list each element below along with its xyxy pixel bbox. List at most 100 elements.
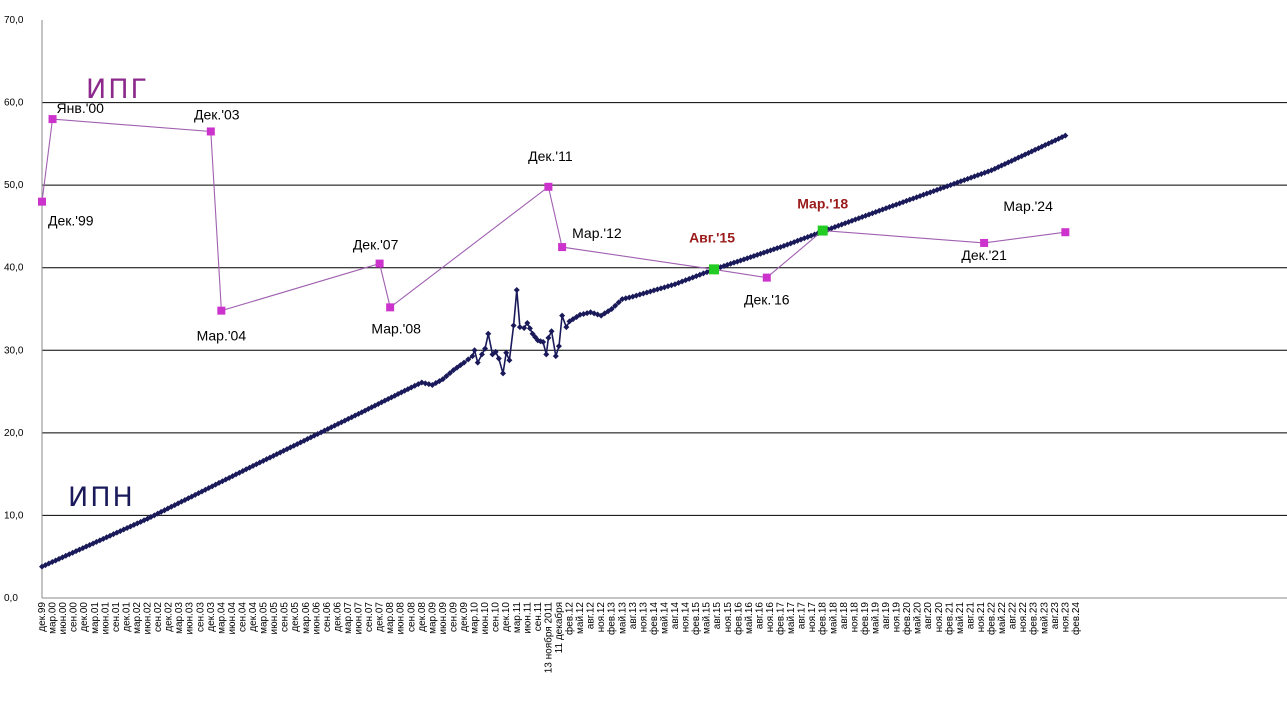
series-point-ipn [485, 330, 492, 337]
x-tick-label: июн.11 [522, 602, 533, 634]
series-point-ipg [558, 243, 567, 252]
x-tick-label: сен.02 [153, 602, 164, 632]
x-tick-label: авг.21 [965, 602, 976, 630]
data-label: Янв.'00 [57, 100, 105, 116]
x-tick-label: фев.18 [817, 602, 829, 635]
series-point-ipg [1061, 228, 1070, 237]
series-point-ipn [503, 349, 510, 356]
y-tick-label: 60,0 [4, 98, 24, 109]
x-tick-label: дек.10 [501, 602, 512, 632]
series-point-ipn [465, 356, 472, 363]
x-tick-label: дек.03 [206, 602, 217, 632]
y-tick-label: 40,0 [4, 263, 24, 274]
series-point-ipn [552, 353, 559, 360]
x-tick-label: мар.11 [512, 602, 523, 634]
series-point-ipn [443, 373, 450, 380]
series-point-ipn [492, 348, 499, 355]
x-tick-label: авг.23 [1050, 602, 1061, 630]
y-tick-label: 50,0 [4, 180, 24, 191]
x-tick-label: авг.22 [1008, 602, 1019, 630]
x-tick-label: фев.22 [986, 602, 998, 635]
x-tick-label: ноя.16 [765, 602, 776, 633]
x-tick-label: дек.99 [37, 602, 48, 632]
series-point-ipn [608, 306, 615, 312]
series-point-ipn [526, 325, 533, 332]
series-point-ipn [555, 343, 562, 350]
x-tick-label: ноя.20 [934, 602, 945, 633]
x-tick-label: сен.05 [280, 602, 291, 632]
x-tick-label: ноя.19 [892, 602, 903, 633]
x-tick-label: июн.06 [311, 602, 322, 635]
x-tick-label: фев.21 [943, 602, 955, 635]
data-label: Мар.'08 [371, 320, 421, 336]
x-tick-label: май.13 [617, 602, 628, 634]
x-tick-label: май.12 [575, 602, 586, 634]
data-label: Мар.'24 [1003, 198, 1053, 214]
series-point-ipn [510, 322, 517, 329]
series-point-ipn [59, 554, 66, 561]
x-tick-label: июн.08 [396, 602, 407, 635]
x-tick-label: ноя.18 [849, 602, 860, 633]
series-point-ipg [980, 238, 989, 247]
x-tick-label: июн.09 [438, 602, 449, 635]
x-tick-label: май.21 [955, 602, 966, 634]
x-tick-label: сен.11 [533, 602, 544, 632]
series-point-ipg-highlight [817, 225, 828, 236]
series-point-ipg [48, 115, 57, 124]
x-tick-label: дек.07 [375, 602, 386, 632]
x-tick-label: июн.03 [185, 602, 196, 635]
x-tick-label: июн.07 [354, 602, 365, 635]
x-tick-label: май.23 [1039, 602, 1050, 634]
series-point-ipn [615, 299, 622, 306]
x-tick-label: июн.02 [143, 602, 154, 635]
series-point-ipg [544, 182, 553, 191]
data-label: Мар.'12 [572, 225, 622, 241]
x-tick-label: фев.20 [901, 602, 913, 635]
x-tick-label: мар.02 [132, 602, 143, 634]
x-tick-label: фев.15 [690, 602, 702, 635]
x-tick-label: авг.15 [712, 602, 723, 630]
x-tick-label: фев.16 [732, 602, 744, 635]
x-tick-label: ноя.21 [976, 602, 987, 633]
data-label: Мар.'04 [197, 328, 247, 344]
x-tick-label: сен.08 [406, 602, 417, 632]
series-point-ipn [495, 355, 502, 362]
x-tick-label: май.22 [997, 602, 1008, 634]
x-tick-label: май.17 [786, 602, 797, 634]
x-tick-label: авг.20 [923, 602, 934, 630]
x-tick-label: дек.04 [248, 602, 259, 632]
series-point-ipn [543, 351, 550, 358]
x-tick-label: сен.03 [195, 602, 206, 632]
series-point-ipn [540, 339, 547, 346]
data-label: Дек.'16 [744, 292, 790, 308]
series-point-ipn [563, 324, 570, 331]
x-tick-label: май.18 [828, 602, 839, 634]
series-point-ipg [206, 127, 215, 136]
series-point-ipg [762, 273, 771, 282]
series-label-ipg: ИПГ [86, 74, 149, 105]
series-point-ipn [524, 320, 531, 327]
x-tick-label: дек.02 [164, 602, 175, 632]
series-point-ipn [478, 351, 485, 358]
data-label: Дек.'07 [353, 237, 399, 253]
series-point-ipn [471, 347, 478, 354]
series-point-ipn [548, 328, 555, 335]
x-tick-label: дек.00 [79, 602, 90, 632]
x-tick-label: фев.14 [648, 602, 660, 635]
x-tick-label: сен.00 [69, 602, 80, 632]
x-tick-label: дек.06 [332, 602, 343, 632]
x-tick-label: мар.03 [174, 602, 185, 634]
x-tick-label: дек.05 [290, 602, 301, 632]
x-tick-label: ноя.12 [596, 602, 607, 633]
x-tick-label: фев.23 [1028, 602, 1040, 635]
series-point-ipn [521, 324, 528, 331]
x-tick-label: фев.19 [859, 602, 871, 635]
x-tick-label: сен.10 [491, 602, 502, 632]
series-point-ipg [375, 259, 384, 268]
x-tick-label: май.14 [659, 602, 670, 634]
x-tick-label: ноя.13 [638, 602, 649, 633]
series-point-ipn [545, 334, 552, 341]
x-tick-label: сен.07 [364, 602, 375, 632]
x-axis-ticks: дек.99 мар.00 июн.00 сен.00 дек.00 мар.01 июн.… [37, 602, 1082, 674]
data-label: Дек.'21 [961, 247, 1007, 263]
